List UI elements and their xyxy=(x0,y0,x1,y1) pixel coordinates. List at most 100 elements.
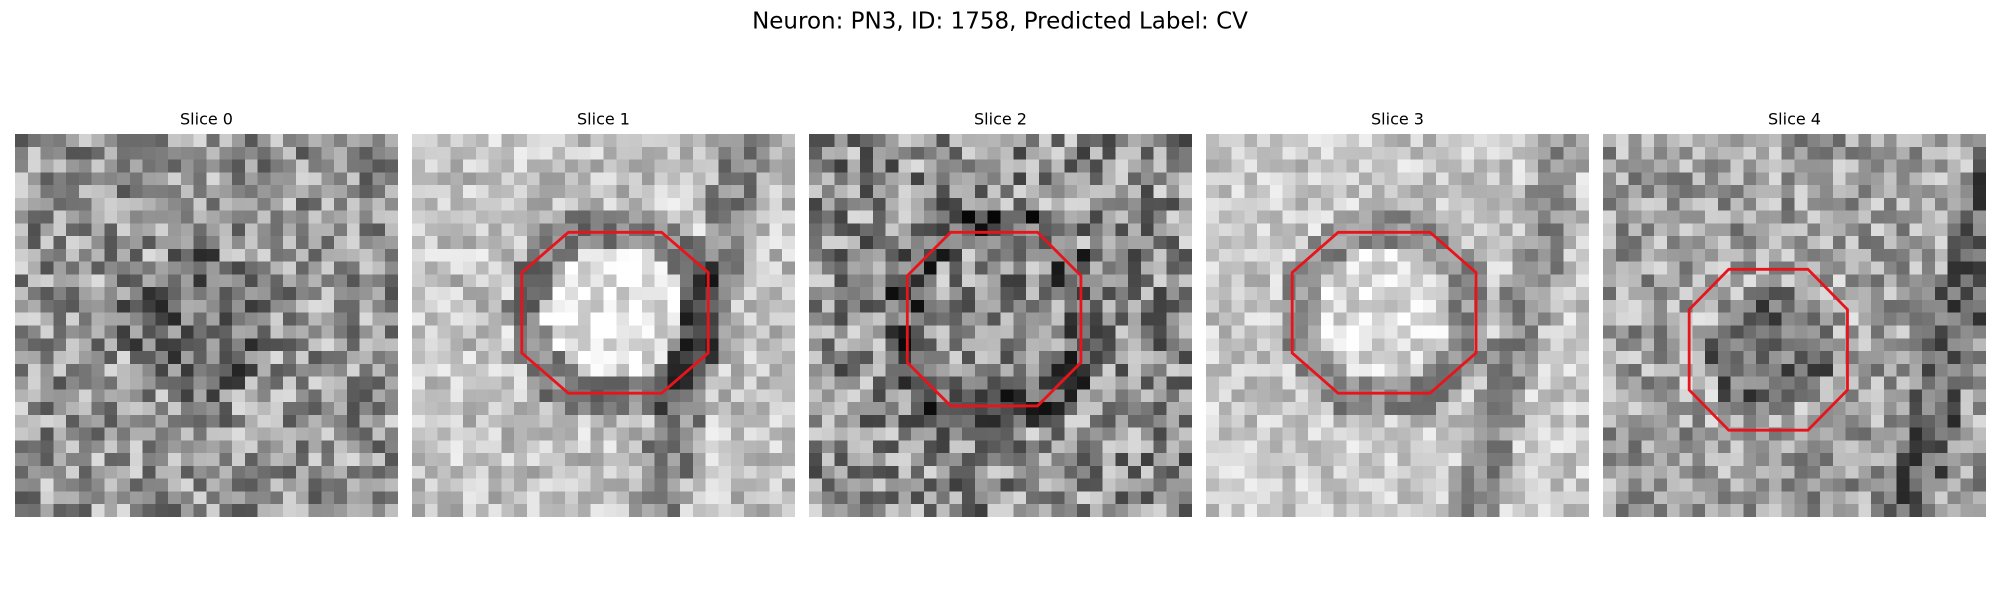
pixel xyxy=(885,274,899,288)
pixel xyxy=(1282,248,1296,262)
pixel xyxy=(552,274,566,288)
pixel xyxy=(821,299,835,313)
pixel xyxy=(1499,491,1513,505)
pixel xyxy=(142,465,156,479)
pixel xyxy=(1077,351,1090,364)
pixel xyxy=(1000,185,1014,198)
pixel xyxy=(1448,427,1462,441)
pixel xyxy=(1730,159,1744,173)
pixel xyxy=(1371,465,1385,479)
pixel xyxy=(1320,159,1334,173)
pixel xyxy=(923,185,937,198)
pixel xyxy=(142,159,156,173)
pixel xyxy=(1051,351,1065,364)
pixel xyxy=(257,376,271,390)
pixel xyxy=(1295,223,1309,237)
pixel xyxy=(424,261,438,275)
pixel xyxy=(450,363,464,377)
pixel xyxy=(526,287,540,300)
pixel xyxy=(424,427,438,441)
pixel xyxy=(1308,248,1321,262)
pixel xyxy=(232,338,245,352)
pixel xyxy=(359,351,373,364)
pixel xyxy=(565,414,578,428)
pixel xyxy=(731,223,744,237)
pixel xyxy=(514,210,527,224)
pixel xyxy=(1308,197,1321,211)
pixel xyxy=(847,210,861,224)
pixel xyxy=(743,274,757,288)
pixel xyxy=(1423,299,1436,313)
pixel xyxy=(15,453,28,466)
pixel xyxy=(1346,427,1360,441)
pixel xyxy=(526,453,540,466)
pixel xyxy=(1423,363,1436,377)
pixel xyxy=(1038,414,1052,428)
pixel xyxy=(1603,504,1616,517)
pixel xyxy=(1346,274,1360,288)
pixel xyxy=(923,159,937,173)
pixel xyxy=(1537,376,1551,390)
pixel xyxy=(1576,504,1589,517)
pixel xyxy=(1423,338,1436,352)
pixel xyxy=(91,299,105,313)
pixel xyxy=(1128,351,1141,364)
pixel xyxy=(769,491,783,505)
pixel xyxy=(1832,146,1846,160)
pixel xyxy=(1883,402,1897,415)
pixel xyxy=(526,159,540,173)
pixel xyxy=(257,453,271,466)
pixel xyxy=(1666,376,1680,390)
pixel xyxy=(463,491,476,505)
pixel xyxy=(1077,146,1090,160)
pixel xyxy=(1641,414,1655,428)
pixel xyxy=(1153,389,1167,403)
pixel xyxy=(769,185,783,198)
pixel xyxy=(424,363,438,377)
pixel xyxy=(974,261,988,275)
pixel xyxy=(1537,402,1551,415)
pixel xyxy=(1692,414,1706,428)
pixel xyxy=(1934,312,1948,326)
pixel xyxy=(731,134,744,147)
pixel xyxy=(705,402,719,415)
pixel xyxy=(936,453,950,466)
pixel xyxy=(1333,363,1347,377)
pixel xyxy=(219,440,233,454)
pixel xyxy=(1474,236,1487,249)
pixel xyxy=(1038,210,1052,224)
pixel xyxy=(1423,351,1436,364)
pixel xyxy=(1282,453,1296,466)
pixel xyxy=(898,338,912,352)
pixel xyxy=(1832,414,1846,428)
pixel xyxy=(1206,376,1219,390)
pixel xyxy=(1231,223,1245,237)
pixel xyxy=(1679,185,1693,198)
pixel xyxy=(270,287,284,300)
pixel xyxy=(692,389,706,403)
pixel xyxy=(718,414,732,428)
pixel xyxy=(1576,197,1589,211)
pixel xyxy=(463,478,476,492)
pixel xyxy=(1615,197,1629,211)
pixel xyxy=(603,274,617,288)
pixel xyxy=(15,363,28,377)
pixel xyxy=(180,465,194,479)
pixel xyxy=(962,274,975,288)
pixel xyxy=(155,465,169,479)
pixel xyxy=(1947,236,1961,249)
pixel xyxy=(412,453,425,466)
pixel xyxy=(667,223,681,237)
pixel xyxy=(769,427,783,441)
pixel xyxy=(731,248,744,262)
pixel xyxy=(718,210,732,224)
pixel xyxy=(1550,134,1564,147)
pixel xyxy=(501,440,515,454)
pixel xyxy=(1896,312,1910,326)
pixel xyxy=(1384,427,1398,441)
pixel xyxy=(718,146,732,160)
pixel xyxy=(1717,197,1731,211)
pixel xyxy=(1679,478,1693,492)
pixel xyxy=(1000,134,1014,147)
pixel xyxy=(1807,146,1821,160)
